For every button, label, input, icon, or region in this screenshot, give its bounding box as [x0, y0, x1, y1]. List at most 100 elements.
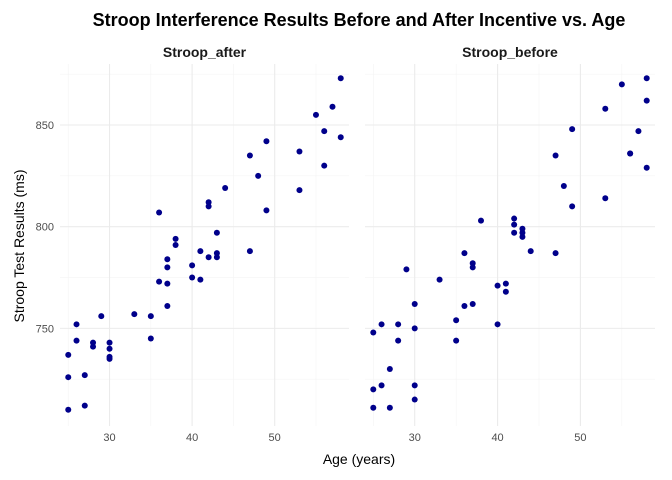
- data-point: [569, 126, 576, 133]
- data-point: [519, 233, 526, 240]
- data-point: [147, 335, 154, 342]
- data-point: [106, 355, 113, 362]
- data-point: [453, 317, 460, 324]
- data-point: [378, 382, 385, 389]
- data-point: [321, 162, 328, 169]
- facet-strip-label: Stroop_before: [462, 44, 558, 60]
- data-point: [65, 351, 72, 358]
- data-point: [378, 321, 385, 328]
- data-point: [478, 217, 484, 224]
- data-point: [560, 183, 567, 190]
- data-point: [618, 81, 625, 88]
- y-tick-label: 850: [36, 120, 54, 132]
- data-point: [494, 321, 501, 328]
- data-point: [106, 345, 113, 352]
- data-point: [263, 138, 270, 145]
- y-tick-label: 800: [36, 222, 54, 234]
- data-point: [337, 134, 344, 141]
- data-point: [65, 406, 72, 413]
- data-point: [164, 280, 171, 287]
- data-point: [147, 313, 154, 320]
- x-tick-label: 40: [491, 432, 503, 444]
- x-tick-label: 30: [103, 432, 115, 444]
- data-point: [65, 374, 72, 381]
- data-point: [156, 278, 163, 285]
- data-point: [156, 209, 163, 216]
- data-point: [172, 235, 179, 242]
- data-point: [511, 221, 518, 228]
- data-point: [643, 97, 650, 104]
- x-axis-label: Age (years): [323, 451, 395, 467]
- data-point: [197, 248, 204, 255]
- data-point: [164, 264, 171, 271]
- data-point: [81, 402, 88, 409]
- data-point: [552, 152, 559, 159]
- facet-panel-stroop-before: Stroop_before 30 40 50: [365, 44, 655, 444]
- data-point: [164, 256, 171, 263]
- data-point: [643, 75, 650, 82]
- data-point: [436, 276, 443, 283]
- data-point: [494, 282, 501, 289]
- data-point: [370, 329, 377, 336]
- data-point: [411, 300, 418, 307]
- data-point: [73, 337, 80, 344]
- data-point: [469, 264, 476, 271]
- data-point: [370, 386, 377, 393]
- data-point: [569, 203, 576, 210]
- data-point: [627, 150, 634, 157]
- data-point: [189, 274, 196, 281]
- data-point: [255, 172, 262, 179]
- data-point: [246, 248, 253, 255]
- data-point: [602, 195, 609, 202]
- data-point: [312, 111, 319, 118]
- data-point: [189, 262, 196, 269]
- data-point: [395, 321, 402, 328]
- data-point: [386, 366, 393, 373]
- data-point: [386, 404, 393, 411]
- data-point: [296, 148, 303, 155]
- data-point: [205, 203, 212, 210]
- data-point: [411, 382, 418, 389]
- data-point: [164, 303, 171, 310]
- facet-panel-stroop-after: Stroop_after 30 40 50 750 800 850: [36, 44, 349, 444]
- data-point: [98, 313, 105, 320]
- chart-title: Stroop Interference Results Before and A…: [93, 10, 626, 30]
- data-point: [411, 325, 418, 332]
- facet-panels: Stroop_after 30 40 50 750 800 850 Stroop_before…: [36, 44, 655, 444]
- data-point: [131, 311, 138, 318]
- data-point: [635, 128, 642, 135]
- data-point: [263, 207, 270, 214]
- y-axis-label: Stroop Test Results (ms): [11, 169, 27, 322]
- data-point: [246, 152, 253, 159]
- data-point: [469, 300, 476, 307]
- data-point: [205, 254, 212, 261]
- data-point: [81, 372, 88, 379]
- x-tick-label: 30: [409, 432, 421, 444]
- data-point: [213, 254, 220, 261]
- x-tick-label: 50: [269, 432, 281, 444]
- data-point: [321, 128, 328, 135]
- data-point: [461, 303, 468, 310]
- x-tick-label: 40: [186, 432, 198, 444]
- data-point: [502, 280, 509, 287]
- data-point: [90, 343, 97, 350]
- data-point: [403, 266, 410, 273]
- data-point: [172, 242, 179, 248]
- data-point: [527, 248, 534, 255]
- data-point: [337, 75, 344, 82]
- data-point: [197, 276, 204, 283]
- data-point: [602, 105, 609, 112]
- y-tick-label: 750: [36, 323, 54, 335]
- data-point: [73, 321, 80, 328]
- data-point: [296, 187, 303, 194]
- data-point: [453, 337, 460, 344]
- data-point: [395, 337, 402, 344]
- data-point: [552, 250, 559, 257]
- data-point: [411, 396, 418, 403]
- data-point: [329, 103, 336, 110]
- x-tick-label: 50: [574, 432, 586, 444]
- data-point: [461, 250, 468, 257]
- data-point: [511, 215, 518, 222]
- data-point: [370, 404, 377, 411]
